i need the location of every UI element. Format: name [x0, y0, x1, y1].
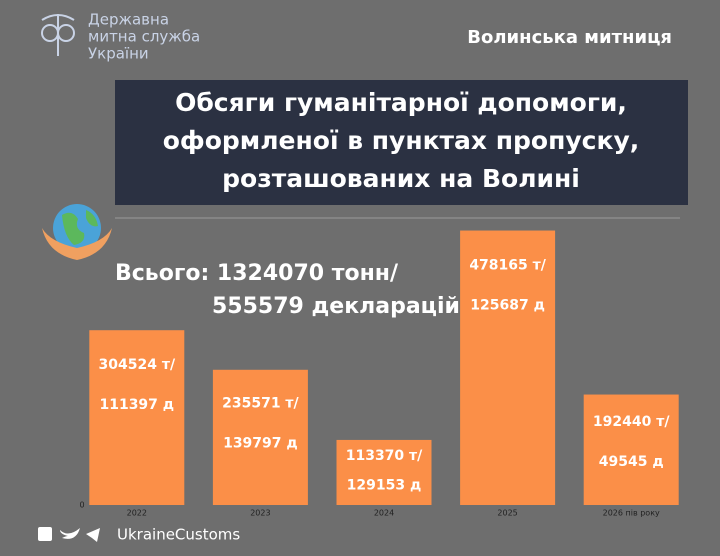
chart-title: розташованих на Волині	[222, 164, 580, 193]
org-name: Державна	[88, 11, 169, 29]
declaration-label: 49545 д	[599, 454, 664, 470]
x-tick-label: 2024	[374, 509, 394, 518]
chart-title: Обсяги гуманітарної допомоги,	[175, 88, 627, 117]
bar	[460, 230, 556, 505]
total-declarations: 555579 декларацій	[212, 294, 460, 319]
footer-handle: UkraineCustoms	[117, 526, 240, 544]
declaration-label: 111397 д	[99, 397, 174, 413]
x-tick-label: 2026 пів року	[603, 509, 660, 518]
title-box	[115, 80, 688, 205]
footer: UkraineCustoms	[38, 526, 240, 544]
value-label: 192440 т/	[593, 414, 670, 430]
chart-title: оформленої в пунктах пропуску,	[163, 126, 640, 155]
x-tick-label: 2023	[250, 509, 270, 518]
bar	[583, 394, 679, 505]
declaration-label: 125687 д	[470, 298, 545, 314]
office-name: Волинська митниця	[467, 27, 672, 48]
facebook-icon[interactable]	[38, 527, 52, 541]
value-label: 113370 т/	[346, 448, 423, 464]
total-tonnes: Всього: 1324070 тонн/	[115, 261, 399, 286]
twitter-icon[interactable]	[60, 528, 80, 539]
y-tick-label: 0	[79, 501, 84, 510]
x-tick-label: 2022	[127, 509, 147, 518]
bar	[89, 330, 185, 505]
bar	[212, 369, 308, 505]
declaration-label: 129153 д	[347, 477, 422, 493]
org-name: України	[88, 45, 149, 63]
value-label: 304524 т/	[99, 357, 176, 373]
globe-icon	[42, 204, 112, 260]
x-tick-label: 2025	[497, 509, 517, 518]
declaration-label: 139797 д	[223, 436, 298, 452]
org-name: митна служба	[88, 28, 200, 46]
value-label: 478165 т/	[469, 258, 546, 274]
value-label: 235571 т/	[222, 396, 299, 412]
telegram-icon[interactable]	[86, 528, 100, 542]
logo	[41, 14, 75, 56]
bar	[336, 439, 432, 505]
